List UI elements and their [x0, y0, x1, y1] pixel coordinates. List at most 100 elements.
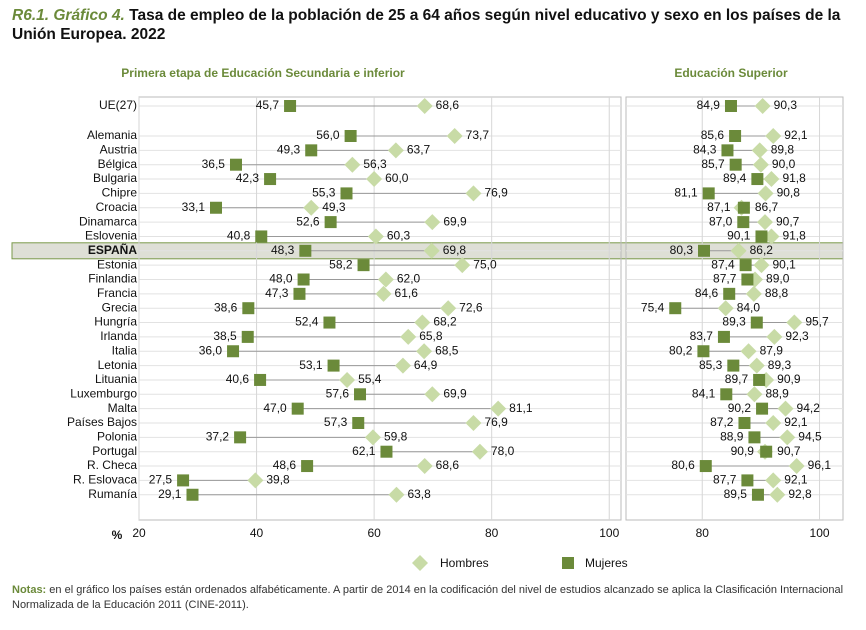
value-label: 90,9 — [777, 372, 801, 386]
marker-square — [297, 273, 310, 286]
category-label: Malta — [108, 401, 138, 415]
category-label: R. Checa — [87, 458, 137, 472]
value-label: 58,2 — [329, 257, 353, 271]
value-label: 85,3 — [699, 358, 723, 372]
value-label: 94,2 — [797, 401, 821, 415]
value-label: 89,4 — [723, 171, 747, 185]
marker-diamond — [745, 285, 762, 302]
category-label: Finlandia — [88, 272, 137, 286]
value-label: 64,9 — [414, 358, 438, 372]
marker-square — [241, 330, 254, 343]
marker-diamond — [424, 386, 441, 403]
value-label: 69,9 — [443, 214, 467, 228]
marker-diamond — [454, 257, 471, 274]
category-label: Irlanda — [100, 329, 137, 343]
marker-diamond — [366, 171, 383, 188]
value-label: 91,8 — [782, 171, 806, 185]
marker-square — [340, 187, 353, 200]
x-tick-label: 80 — [696, 526, 710, 540]
value-label: 57,3 — [324, 415, 348, 429]
value-label: 65,8 — [419, 329, 443, 343]
marker-square — [717, 330, 730, 343]
marker-square — [352, 417, 365, 429]
value-label: 68,2 — [433, 315, 457, 329]
marker-diamond — [765, 415, 782, 431]
value-label: 37,2 — [206, 430, 230, 444]
marker-square — [702, 187, 715, 200]
legend-marker — [562, 557, 574, 569]
marker-square — [242, 302, 255, 315]
value-label: 90,7 — [776, 214, 800, 228]
legend-label: Hombres — [440, 556, 489, 570]
marker-diamond — [387, 142, 404, 159]
marker-square — [748, 431, 761, 444]
marker-diamond — [763, 171, 780, 188]
category-label: Bélgica — [98, 157, 138, 171]
value-label: 92,1 — [784, 473, 808, 487]
value-label: 38,5 — [213, 329, 237, 343]
value-label: 81,1 — [674, 186, 698, 200]
category-label: Chipre — [102, 186, 138, 200]
marker-square — [755, 230, 768, 243]
value-label: 95,7 — [805, 315, 829, 329]
marker-diamond — [746, 386, 763, 403]
value-label: 45,7 — [256, 98, 280, 112]
value-label: 29,1 — [158, 487, 182, 501]
category-label: Países Bajos — [67, 415, 137, 429]
value-label: 89,8 — [771, 143, 795, 157]
marker-square — [284, 100, 297, 112]
marker-square — [723, 287, 736, 300]
value-label: 92,1 — [784, 128, 808, 142]
x-tick-label: 100 — [810, 526, 830, 540]
marker-square — [741, 273, 754, 286]
value-label: 89,3 — [768, 358, 792, 372]
value-label: 86,2 — [750, 243, 774, 257]
value-label: 89,5 — [724, 487, 748, 501]
value-label: 39,8 — [266, 473, 290, 487]
value-label: 56,0 — [316, 128, 340, 142]
marker-diamond — [414, 314, 431, 331]
marker-diamond — [490, 400, 507, 417]
value-label: 68,5 — [435, 343, 459, 357]
marker-square — [737, 201, 750, 214]
value-label: 87,9 — [760, 343, 784, 357]
value-label: 75,4 — [641, 300, 665, 314]
marker-diamond — [757, 185, 774, 202]
marker-diamond — [465, 415, 482, 431]
value-label: 92,8 — [788, 487, 812, 501]
value-label: 94,5 — [798, 430, 822, 444]
value-label: 90,0 — [772, 157, 796, 171]
value-label: 89,7 — [725, 372, 749, 386]
value-label: 88,9 — [765, 386, 789, 400]
value-label: 89,0 — [766, 272, 790, 286]
marker-square — [751, 173, 764, 186]
value-label: 85,6 — [701, 128, 725, 142]
value-label: 90,1 — [727, 229, 751, 243]
value-label: 53,1 — [299, 358, 323, 372]
marker-square — [697, 345, 710, 358]
marker-square — [729, 130, 742, 142]
marker-square — [291, 402, 304, 415]
value-label: 49,3 — [277, 143, 301, 157]
value-label: 80,3 — [670, 243, 694, 257]
value-label: 90,2 — [728, 401, 752, 415]
legend-marker — [412, 555, 428, 571]
marker-square — [738, 417, 751, 429]
category-label: ESPAÑA — [88, 242, 137, 257]
value-label: 27,5 — [149, 473, 173, 487]
marker-square — [753, 373, 766, 386]
value-label: 87,2 — [710, 415, 734, 429]
category-label: Francia — [97, 286, 137, 300]
value-label: 69,9 — [443, 386, 467, 400]
value-label: 38,6 — [214, 300, 238, 314]
value-label: 96,1 — [808, 458, 832, 472]
marker-square — [323, 316, 336, 329]
value-label: 88,8 — [765, 286, 789, 300]
category-label: Eslovenia — [85, 229, 137, 243]
category-label: Alemania — [87, 128, 137, 142]
value-label: 89,3 — [722, 315, 746, 329]
value-label: 87,0 — [709, 214, 733, 228]
marker-square — [724, 100, 737, 112]
marker-diamond — [754, 98, 771, 114]
marker-diamond — [375, 285, 392, 302]
